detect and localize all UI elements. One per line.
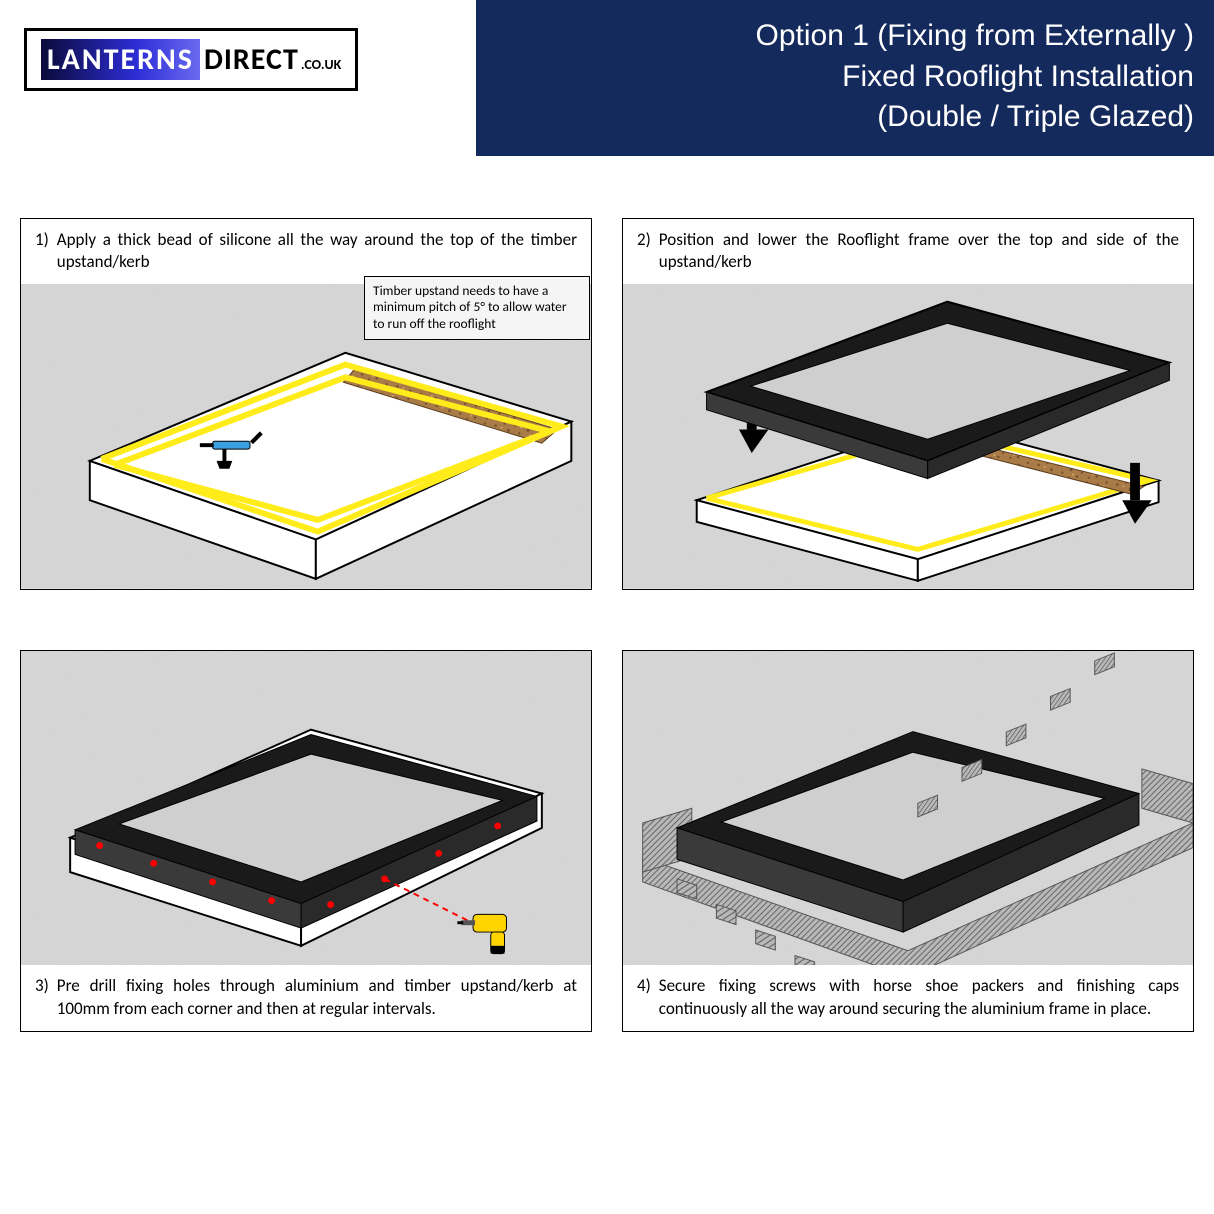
panel-step-1: 1) Apply a thick bead of silicone all th…: [20, 218, 592, 591]
step-text-1: Apply a thick bead of silicone all the w…: [57, 229, 577, 275]
caption-2: 2) Position and lower the Rooflight fram…: [623, 219, 1193, 285]
logo: LANTERNS DIRECT .CO.UK: [24, 28, 358, 91]
title-line3: (Double / Triple Glazed): [496, 97, 1194, 138]
diagram-3: [21, 651, 591, 965]
panel-step-4: 4) Secure fixing screws with horse shoe …: [622, 650, 1194, 1032]
step-num-2: 2): [637, 229, 651, 275]
step-text-2: Position and lower the Rooflight frame o…: [659, 229, 1179, 275]
diagram-4: [623, 651, 1193, 965]
caption-3: 3) Pre drill fixing holes through alumin…: [21, 965, 591, 1031]
caption-1: 1) Apply a thick bead of silicone all th…: [21, 219, 591, 285]
title-box: Option 1 (Fixing from Externally ) Fixed…: [476, 0, 1214, 156]
header: LANTERNS DIRECT .CO.UK Option 1 (Fixing …: [0, 0, 1214, 156]
step-text-4: Secure fixing screws with horse shoe pac…: [659, 975, 1179, 1021]
steps-grid: 1) Apply a thick bead of silicone all th…: [0, 156, 1214, 1053]
panel-step-3: 3) Pre drill fixing holes through alumin…: [20, 650, 592, 1032]
title-line1: Option 1 (Fixing from Externally ): [496, 16, 1194, 57]
logo-suffix: .CO.UK: [301, 56, 342, 73]
note-box-1: Timber upstand needs to have a minimum p…: [364, 276, 590, 341]
title-line2: Fixed Rooflight Installation: [496, 57, 1194, 98]
step-num-3: 3): [35, 975, 49, 1021]
step-num-4: 4): [637, 975, 651, 1021]
caption-4: 4) Secure fixing screws with horse shoe …: [623, 965, 1193, 1031]
logo-direct: DIRECT: [204, 41, 299, 78]
diagram-2: [623, 284, 1193, 589]
step-num-1: 1): [35, 229, 49, 275]
panel-step-2: 2) Position and lower the Rooflight fram…: [622, 218, 1194, 591]
logo-lanterns: LANTERNS: [47, 41, 194, 78]
step-text-3: Pre drill fixing holes through aluminium…: [57, 975, 577, 1021]
